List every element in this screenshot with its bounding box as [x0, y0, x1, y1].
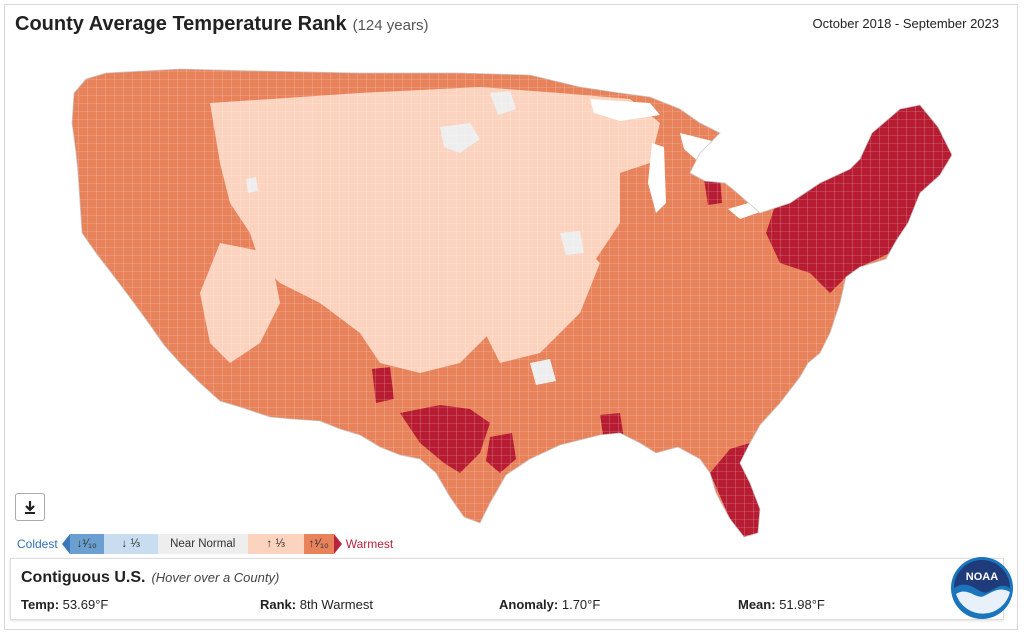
county-fill-layer — [72, 69, 952, 537]
lake-huron — [680, 133, 724, 163]
noaa-logo-wave — [956, 589, 1010, 614]
region-name: Contiguous U.S. — [21, 569, 146, 586]
rank-label: Rank: — [260, 597, 297, 612]
mean-label: Mean: — [738, 597, 776, 612]
anomaly-stat: Anomaly: 1.70°F — [499, 597, 600, 612]
legend-warmest-label: Warmest — [345, 537, 394, 551]
temp-value: 53.69°F — [62, 597, 109, 612]
info-panel: Contiguous U.S. (Hover over a County) Te… — [10, 558, 1004, 620]
lake-michigan — [648, 143, 666, 213]
hover-hint: (Hover over a County) — [151, 570, 280, 585]
lake-ontario — [776, 163, 814, 177]
title-row: County Average Temperature Rank (124 yea… — [15, 13, 428, 39]
legend-near-normal: Near Normal — [157, 534, 248, 554]
noaa-logo[interactable]: NOAA — [950, 556, 1014, 620]
page-subtitle: (124 years) — [352, 17, 429, 34]
lake-superior — [590, 99, 660, 121]
map-panel: County Average Temperature Rank (124 yea… — [4, 4, 1018, 630]
rank-value: 8th Warmest — [299, 597, 373, 612]
page-title: County Average Temperature Rank — [15, 13, 347, 35]
rank-stat: Rank: 8th Warmest — [260, 597, 373, 612]
legend-much-above: ↑¹⁄₁₀ — [303, 534, 334, 554]
legend-coldest-label: Coldest — [17, 537, 58, 551]
temp-label: Temp: — [21, 597, 60, 612]
mean-value: 51.98°F — [779, 597, 825, 612]
legend-below: ↓ ⅓ — [103, 534, 158, 554]
noaa-logo-sky — [954, 560, 1010, 593]
legend-coldest-arrow — [61, 534, 70, 554]
lake-erie — [728, 195, 780, 219]
county-borders — [72, 69, 952, 537]
anomaly-value: 1.70°F — [561, 597, 601, 612]
legend: Coldest ↓¹⁄₁₀ ↓ ⅓ Near Normal ↑ ⅓ ↑¹⁄₁₀ … — [13, 533, 397, 555]
download-button[interactable] — [15, 493, 45, 521]
legend-above: ↑ ⅓ — [247, 534, 304, 554]
noaa-logo-text: NOAA — [966, 571, 998, 583]
mean-stat: Mean: 51.98°F — [738, 597, 825, 612]
temp-stat: Temp: 53.69°F — [21, 597, 108, 612]
anomaly-label: Anomaly: — [499, 597, 559, 612]
legend-warmest-arrow — [333, 534, 342, 554]
period-label: October 2018 - September 2023 — [812, 16, 999, 31]
us-county-map[interactable] — [60, 63, 960, 553]
download-icon — [25, 501, 35, 514]
legend-much-below: ↓¹⁄₁₀ — [69, 534, 104, 554]
